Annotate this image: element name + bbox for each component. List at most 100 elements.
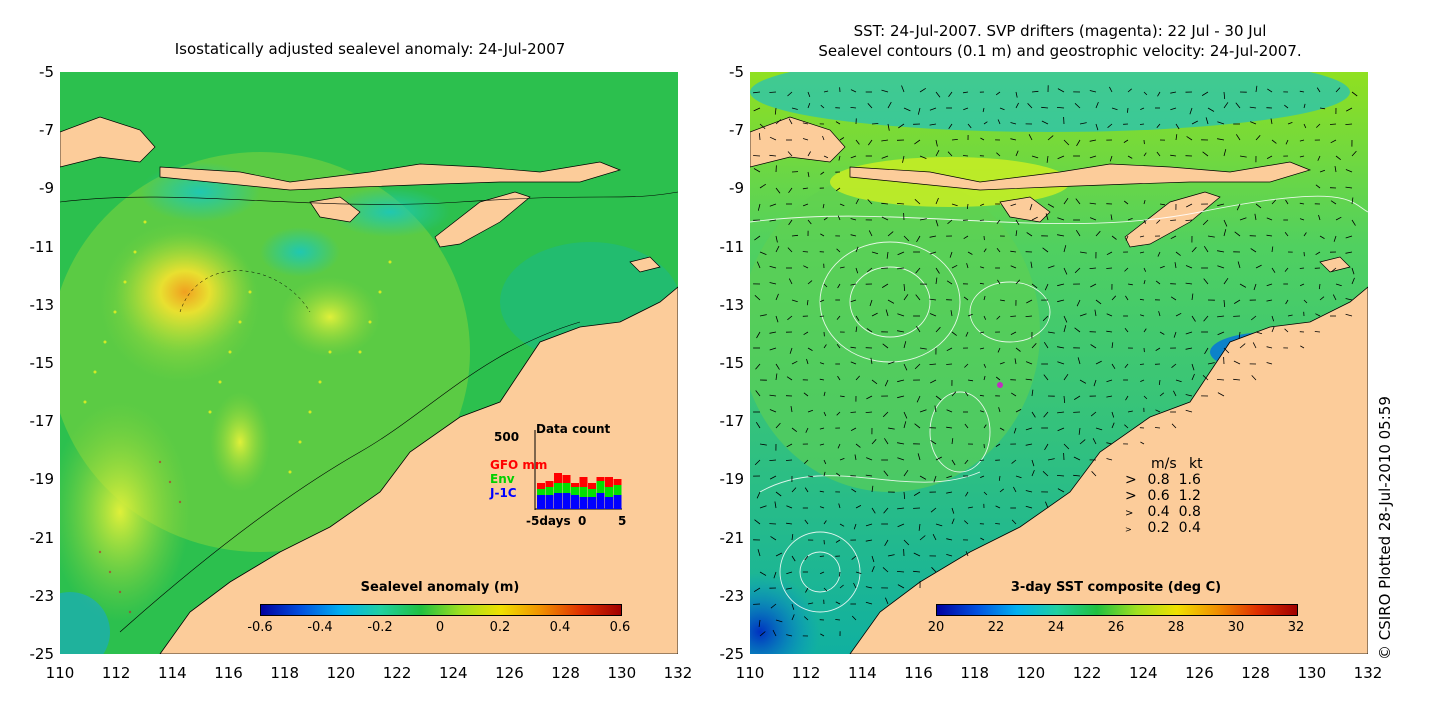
velocity-arrow — [1010, 315, 1017, 317]
velocity-arrow — [1031, 283, 1038, 289]
velocity-arrow — [804, 459, 809, 464]
velocity-arrow — [871, 312, 878, 317]
velocity-arrow — [919, 87, 927, 93]
velocity-arrow — [1223, 219, 1228, 227]
velocity-arrow — [983, 121, 988, 125]
y-tick-label: -21 — [29, 528, 55, 547]
y-tick-label: -25 — [719, 645, 745, 663]
x-tick-label: 118 — [960, 664, 990, 682]
y-tick-label: -5 — [729, 63, 744, 81]
velocity-arrow — [1031, 411, 1036, 418]
velocity-arrow — [1078, 427, 1081, 435]
velocity-arrow — [1143, 279, 1146, 285]
velocity-arrow — [839, 523, 845, 527]
right-panel-title-line1: SST: 24-Jul-2007. SVP drifters (magenta)… — [853, 22, 1267, 40]
velocity-arrow — [807, 347, 813, 351]
velocity-arrow — [979, 331, 985, 334]
velocity-arrow — [1057, 283, 1065, 287]
velocity-arrow — [1124, 363, 1129, 368]
velocity-arrow — [772, 629, 777, 637]
legend-ms-1: 0.8 — [1147, 472, 1170, 488]
colorbar-tick-label: 0.6 — [609, 620, 631, 635]
x-tick-label: 118 — [270, 664, 300, 682]
left-colorbar-label: Sealevel anomaly (m) — [360, 580, 520, 595]
velocity-arrow — [951, 459, 956, 466]
velocity-arrow — [836, 344, 841, 349]
velocity-arrow — [1252, 342, 1257, 349]
velocity-arrow — [1139, 123, 1145, 125]
velocity-arrow — [835, 601, 841, 605]
data-count-title: Data count — [536, 422, 611, 436]
velocity-arrow — [1057, 427, 1065, 432]
velocity-arrow — [947, 219, 953, 225]
inset-xtick-end: 5 — [618, 514, 627, 528]
velocity-arrow — [1015, 91, 1018, 98]
data-count-bar — [571, 487, 579, 495]
y-tick-label: -23 — [29, 586, 55, 605]
velocity-arrow — [1223, 91, 1226, 100]
y-tick-label: -19 — [29, 470, 55, 489]
velocity-arrow — [1345, 169, 1353, 173]
velocity-arrow — [850, 218, 857, 221]
velocity-arrow — [835, 539, 841, 543]
legend-header-ms: m/s — [1151, 456, 1177, 472]
velocity-arrow — [980, 137, 985, 141]
velocity-arrow — [979, 347, 985, 350]
velocity-arrow — [997, 119, 1001, 125]
velocity-arrow — [1285, 299, 1289, 305]
velocity-arrow — [1075, 229, 1081, 237]
velocity-arrow — [791, 360, 798, 365]
velocity-arrow — [979, 266, 985, 269]
velocity-arrow — [903, 363, 908, 371]
velocity-arrow — [1031, 90, 1039, 93]
velocity-arrow — [1217, 315, 1225, 318]
velocity-arrow — [1125, 395, 1129, 401]
velocity-arrow — [919, 347, 927, 350]
velocity-arrow — [946, 554, 953, 557]
velocity-arrow — [967, 313, 973, 317]
velocity-arrow — [1173, 390, 1177, 397]
velocity-arrow — [1351, 150, 1357, 157]
velocity-arrow — [855, 246, 859, 253]
velocity-arrow — [851, 488, 857, 493]
velocity-arrow — [1025, 505, 1033, 509]
data-count-bar — [545, 495, 554, 509]
velocity-arrow — [819, 490, 825, 493]
velocity-arrow — [963, 235, 969, 240]
velocity-arrow — [837, 443, 841, 449]
legend-row-2: > 0.6 1.2 — [1125, 488, 1201, 504]
velocity-arrow — [1191, 246, 1197, 253]
velocity-arrow — [1041, 120, 1049, 125]
data-count-bar — [596, 481, 605, 493]
velocity-arrow — [1047, 265, 1055, 269]
velocity-arrow — [1111, 295, 1117, 301]
velocity-arrow — [756, 491, 761, 499]
velocity-arrow — [866, 328, 873, 333]
velocity-arrow — [1300, 345, 1305, 349]
x-tick-label: 112 — [101, 664, 131, 682]
velocity-arrow — [1127, 88, 1132, 93]
velocity-arrow — [791, 603, 795, 610]
velocity-arrow — [1239, 217, 1247, 221]
velocity-arrow — [865, 474, 873, 477]
x-tick-label: 116 — [214, 664, 243, 682]
velocity-arrow — [1057, 299, 1065, 303]
colorbar-tick-label: 28 — [1167, 620, 1185, 635]
velocity-arrow — [999, 362, 1005, 365]
velocity-arrow — [1334, 166, 1337, 173]
velocity-arrow — [979, 394, 985, 397]
velocity-arrow — [1255, 331, 1263, 335]
velocity-arrow — [769, 331, 777, 334]
velocity-arrow — [1109, 86, 1113, 93]
velocity-arrow — [1205, 117, 1209, 125]
velocity-arrow — [1031, 389, 1034, 397]
velocity-arrow — [785, 459, 793, 461]
velocity-arrow — [807, 219, 812, 225]
velocity-arrow — [850, 107, 857, 109]
velocity-arrow — [1239, 283, 1247, 288]
velocity-arrow — [806, 299, 809, 306]
velocity-arrow — [1045, 213, 1049, 221]
data-count-bar — [596, 493, 605, 509]
data-count-bar — [537, 483, 545, 489]
velocity-arrow — [804, 555, 809, 561]
